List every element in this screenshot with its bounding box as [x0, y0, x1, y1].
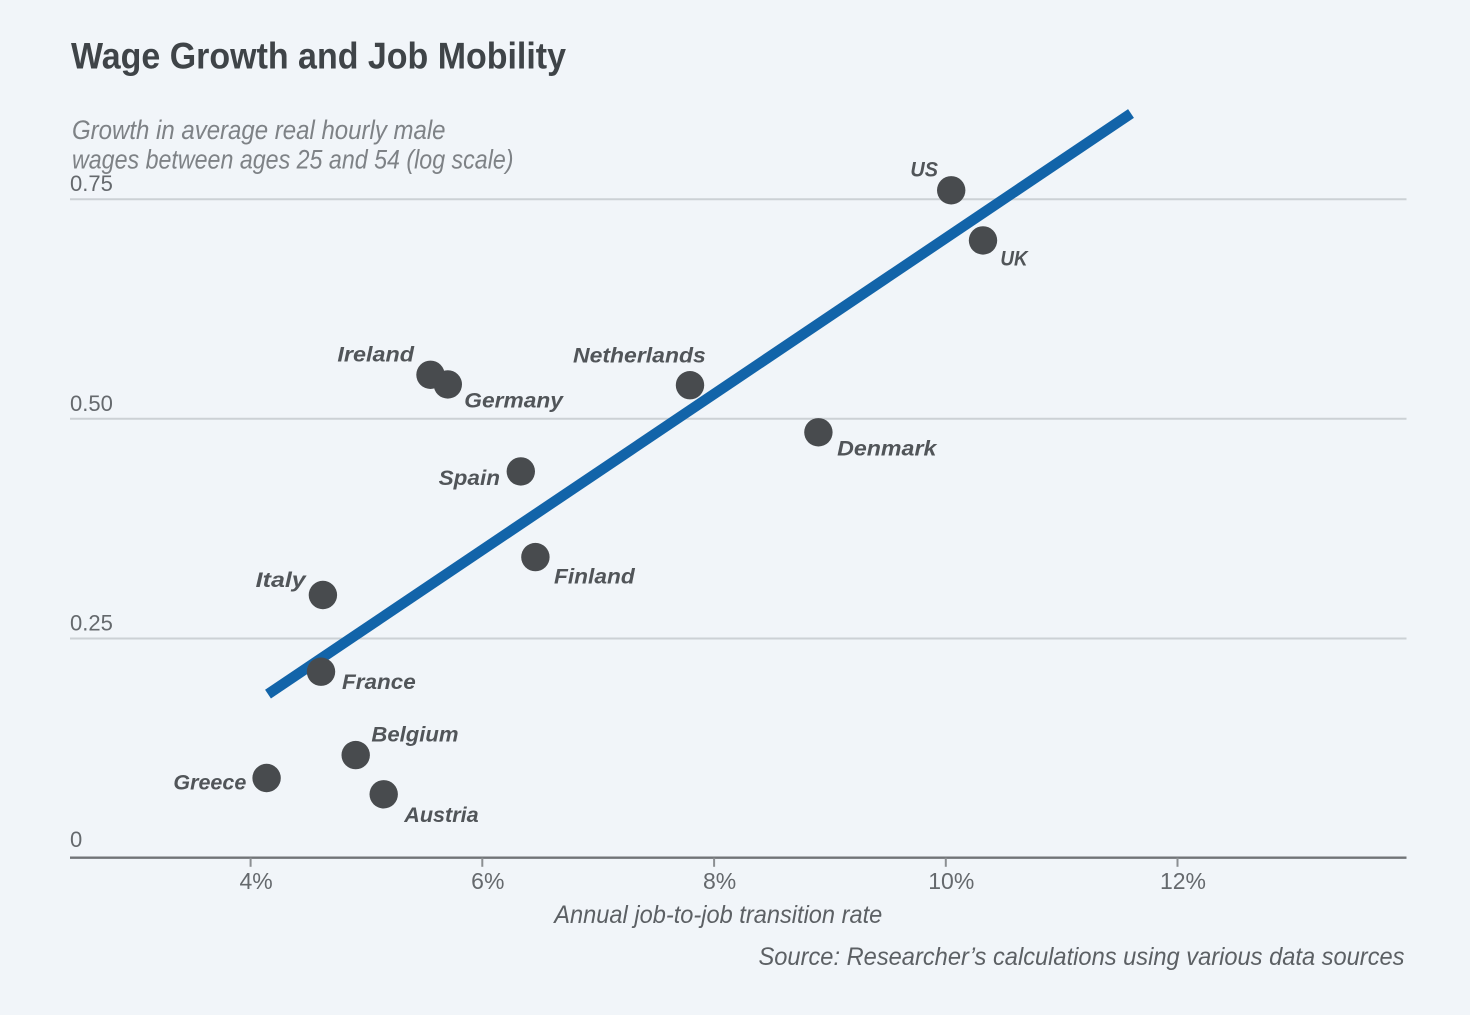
svg-text:UK: UK — [1000, 246, 1028, 270]
svg-text:8%: 8% — [703, 868, 736, 894]
svg-text:Greece: Greece — [173, 770, 246, 794]
svg-text:Netherlands: Netherlands — [573, 344, 706, 368]
svg-text:Denmark: Denmark — [837, 436, 937, 460]
svg-text:Growth in average real hourly: Growth in average real hourly male — [72, 115, 446, 145]
svg-text:Wage Growth and Job Mobility: Wage Growth and Job Mobility — [71, 36, 566, 77]
svg-text:10%: 10% — [928, 868, 974, 894]
svg-text:0.75: 0.75 — [70, 171, 113, 196]
svg-text:Annual job-to-job transition r: Annual job-to-job transition rate — [552, 901, 882, 929]
svg-text:4%: 4% — [239, 868, 272, 894]
svg-text:France: France — [342, 670, 416, 694]
svg-text:0.25: 0.25 — [70, 611, 113, 636]
svg-text:Austria: Austria — [403, 803, 478, 827]
svg-text:Italy: Italy — [256, 568, 307, 592]
svg-text:Germany: Germany — [464, 389, 564, 413]
svg-text:12%: 12% — [1160, 868, 1206, 894]
svg-text:0: 0 — [70, 827, 82, 852]
svg-text:Finland: Finland — [554, 564, 636, 588]
svg-text:Belgium: Belgium — [371, 723, 458, 747]
svg-text:0.50: 0.50 — [70, 391, 113, 416]
svg-text:6%: 6% — [471, 868, 504, 894]
svg-text:Source: Researcher’s calculati: Source: Researcher’s calculations using … — [759, 943, 1405, 971]
svg-text:Spain: Spain — [439, 466, 500, 490]
svg-text:wages between ages 25 and 54 (: wages between ages 25 and 54 (log scale) — [72, 145, 514, 175]
svg-text:Ireland: Ireland — [337, 342, 415, 366]
svg-text:US: US — [910, 158, 938, 182]
